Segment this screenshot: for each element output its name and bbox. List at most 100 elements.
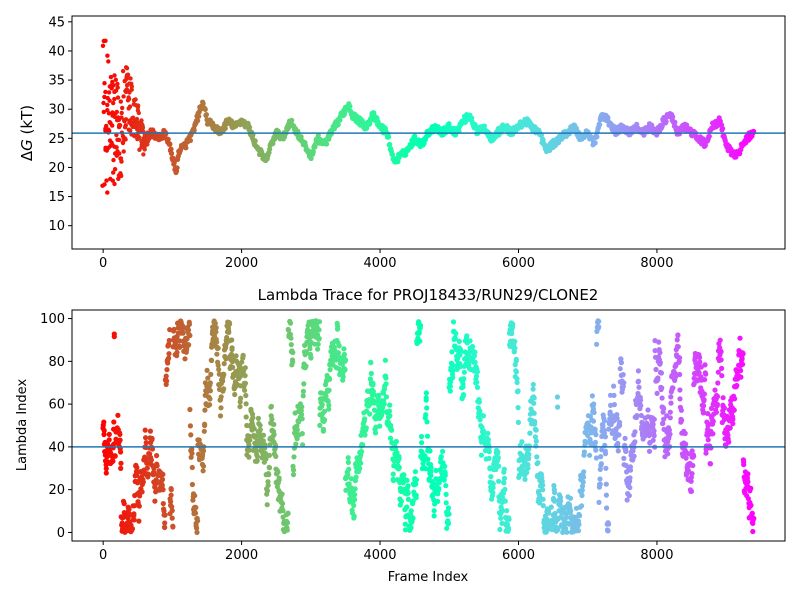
delta-g-point (123, 137, 128, 142)
x-tick-label: 6000 (502, 256, 535, 271)
delta-g-point (121, 94, 126, 99)
lambda-point (540, 487, 546, 493)
lambda-point (638, 403, 644, 409)
lambda-point (362, 432, 368, 438)
lambda-point (358, 460, 364, 466)
x-tick-label: 4000 (363, 548, 396, 563)
lambda-point (678, 407, 685, 413)
lambda-point (738, 374, 744, 380)
delta-g-point (196, 113, 202, 119)
lambda-point (308, 355, 314, 361)
delta-g-point (446, 121, 452, 127)
delta-g-point (115, 81, 120, 87)
lambda-point (387, 435, 394, 441)
delta-g-point (702, 142, 709, 148)
delta-g-point (110, 123, 115, 128)
lambda-point (702, 362, 708, 368)
lambda-point (221, 371, 227, 377)
lambda-point (478, 452, 484, 458)
delta-g-point (308, 155, 314, 162)
lambda-point (301, 381, 307, 387)
lambda-point (202, 422, 208, 429)
lambda-point (115, 412, 121, 418)
lambda-point (169, 508, 175, 514)
lambda-point (242, 373, 248, 379)
lambda-point (159, 476, 166, 483)
lambda-point (443, 491, 449, 497)
lambda-point (445, 505, 452, 511)
delta-g-point (101, 109, 107, 115)
lambda-point (257, 427, 263, 433)
lambda-point (596, 499, 602, 505)
lambda-point (615, 443, 621, 449)
lambda-point (412, 469, 418, 475)
lambda-point (458, 349, 464, 355)
lambda-point (504, 508, 510, 514)
lambda-point (623, 448, 629, 454)
lambda-point (514, 379, 520, 386)
lambda-point (194, 525, 200, 531)
lambda-point (470, 343, 476, 350)
lambda-point (154, 453, 160, 459)
lambda-point (575, 528, 582, 534)
lambda-point (526, 451, 532, 457)
delta-g-point (128, 76, 133, 81)
lambda-point (661, 416, 667, 422)
lambda-point (515, 405, 521, 411)
lambda-point (576, 521, 582, 528)
delta-g-point (140, 124, 145, 129)
lambda-point (209, 357, 215, 364)
lambda-point (531, 395, 537, 401)
lambda-point (450, 375, 456, 381)
lambda-point (424, 433, 431, 439)
lambda-point (497, 526, 503, 533)
lambda-point (160, 501, 166, 507)
lambda-point (485, 437, 491, 443)
delta-g-point (111, 83, 116, 88)
lambda-point (474, 384, 481, 390)
lambda-point (737, 335, 743, 341)
lambda-point (118, 465, 124, 471)
x-tick-label: 2000 (225, 548, 258, 563)
delta-g-point (168, 150, 175, 156)
lambda-point (519, 439, 525, 445)
lambda-point (568, 508, 574, 514)
lambda-point (448, 379, 454, 385)
g-symbol: G (18, 139, 36, 151)
lambda-point (353, 474, 359, 480)
lambda-point (611, 383, 617, 389)
lambda-point (626, 493, 632, 499)
lambda-point (425, 456, 431, 462)
lambda-point (290, 472, 297, 478)
lambda-point (111, 419, 117, 425)
lambda-point (271, 431, 277, 438)
lambda-point (250, 415, 256, 421)
lambda-point (591, 401, 597, 407)
delta-g-point (187, 137, 193, 144)
lambda-point (327, 367, 333, 373)
lambda-point (342, 357, 349, 363)
lambda-point (740, 361, 746, 367)
lambda-point (739, 356, 745, 362)
lambda-point (745, 471, 751, 477)
delta-g-point (403, 152, 409, 158)
lambda-point (703, 371, 709, 377)
delta-g-point (112, 73, 117, 78)
delta-g-point (105, 53, 110, 58)
lambda-point (240, 353, 246, 359)
lambda-point (386, 408, 392, 414)
delta-g-point (117, 123, 123, 128)
delta-g-point (315, 132, 321, 138)
lambda-point (727, 425, 733, 431)
lambda-point (192, 510, 199, 516)
delta-g-point (112, 167, 118, 172)
lambda-point (703, 450, 709, 456)
lambda-point (229, 359, 235, 365)
lambda-point (467, 338, 473, 344)
lambda-point (445, 520, 452, 527)
delta-g-point (117, 151, 122, 156)
lambda-point (404, 477, 410, 483)
lambda-point (515, 388, 521, 394)
lambda-point (194, 529, 200, 536)
lambda-point (593, 455, 600, 461)
